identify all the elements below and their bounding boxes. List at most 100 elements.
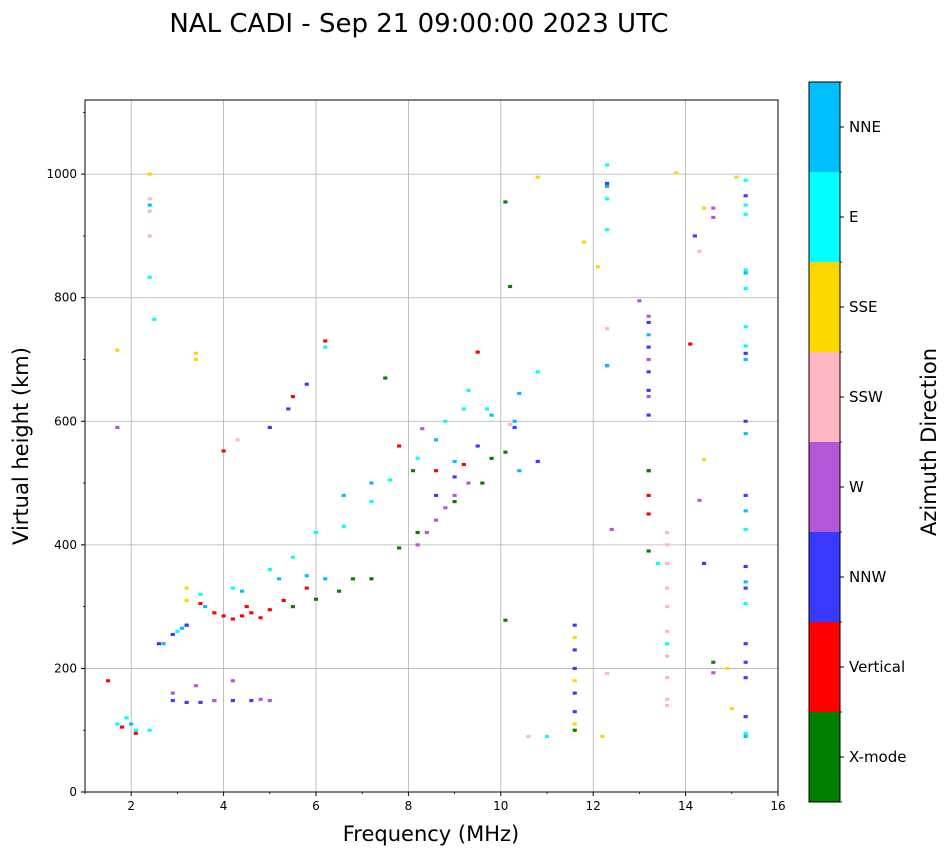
data-point-nnw xyxy=(198,700,203,704)
data-point-nne xyxy=(743,734,748,738)
data-point-e xyxy=(461,407,466,411)
y-tick-label: 200 xyxy=(54,661,77,675)
colorbar-segment xyxy=(809,622,840,712)
data-point-sse xyxy=(702,206,707,210)
data-point-nne xyxy=(512,419,517,423)
data-point-w xyxy=(420,427,425,431)
data-point-ssw xyxy=(665,654,670,658)
data-point-w xyxy=(267,699,272,703)
data-point-nnw xyxy=(170,632,175,636)
data-point-e xyxy=(743,527,748,531)
data-point-e xyxy=(230,586,235,590)
data-point-nnw xyxy=(743,586,748,590)
data-point-w xyxy=(212,699,217,703)
data-point-nnw xyxy=(230,699,235,703)
data-point-e xyxy=(133,728,138,732)
data-point-x-mode xyxy=(369,577,374,581)
data-point-nne xyxy=(517,391,522,396)
data-point-nne xyxy=(161,642,166,646)
data-point-nne xyxy=(276,577,282,581)
data-point-w xyxy=(170,691,175,695)
data-point-vertical xyxy=(267,608,272,612)
x-tick-label: 8 xyxy=(405,799,413,813)
colorbar-title: Azimuth Direction xyxy=(917,348,941,536)
colorbar-label: E xyxy=(849,208,858,226)
data-point-nne xyxy=(646,333,651,337)
data-point-e xyxy=(665,642,670,646)
data-point-sse xyxy=(184,586,189,590)
colorbar-label: X-mode xyxy=(849,748,906,766)
data-point-nne xyxy=(743,580,748,584)
data-point-e xyxy=(743,286,748,290)
data-point-w xyxy=(609,527,614,531)
colorbar-label: SSE xyxy=(849,298,878,316)
data-point-w xyxy=(193,684,198,688)
data-point-w xyxy=(434,518,439,522)
data-point-nnw xyxy=(304,382,309,386)
data-point-e xyxy=(369,500,374,504)
data-point-nnw xyxy=(475,444,480,448)
data-point-e xyxy=(743,212,748,216)
data-point-x-mode xyxy=(507,285,513,289)
data-point-nne xyxy=(604,364,610,368)
data-point-x-mode xyxy=(410,469,416,473)
data-point-nnw xyxy=(604,181,610,185)
y-tick-label: 800 xyxy=(54,291,77,305)
colorbar: X-mode Vertical NNW W SSW SSE E NNE xyxy=(809,81,906,803)
colorbar-frame xyxy=(808,81,841,803)
data-point-sse xyxy=(734,175,739,179)
x-tick-label: 6 xyxy=(312,799,320,813)
colorbar-segment xyxy=(809,352,840,442)
data-point-sse xyxy=(147,172,152,176)
x-tick-label: 2 xyxy=(127,799,135,813)
data-point-w xyxy=(443,506,448,510)
data-point-sse xyxy=(193,351,198,355)
data-point-e xyxy=(655,561,660,565)
data-point-e xyxy=(743,344,748,348)
x-tick-label: 16 xyxy=(770,799,785,813)
data-point-x-mode xyxy=(313,597,319,601)
chart-title: NAL CADI - Sep 21 09:00:00 2023 UTC xyxy=(169,9,668,39)
data-point-nnw xyxy=(743,493,748,497)
data-point-vertical xyxy=(688,342,693,346)
data-point-nnw xyxy=(743,676,748,680)
data-point-e xyxy=(152,317,157,321)
data-point-e xyxy=(290,555,295,559)
data-point-w xyxy=(466,481,471,485)
data-point-ssw xyxy=(507,422,513,426)
data-point-e xyxy=(743,731,748,735)
data-point-nnw xyxy=(249,699,254,703)
data-point-nne xyxy=(240,589,245,593)
x-tick-label: 4 xyxy=(220,799,228,813)
data-point-vertical xyxy=(461,462,466,467)
data-point-e xyxy=(535,370,540,374)
data-point-e xyxy=(387,478,392,482)
data-point-e xyxy=(341,524,346,528)
data-point-nne xyxy=(129,722,134,726)
data-point-x-mode xyxy=(452,500,457,504)
data-point-e xyxy=(147,728,152,732)
data-point-vertical xyxy=(323,339,328,343)
grid-lines xyxy=(85,100,778,793)
data-point-nnw xyxy=(743,564,748,569)
data-point-nnw xyxy=(692,234,697,238)
data-point-x-mode xyxy=(646,469,651,473)
data-point-x-mode xyxy=(350,577,356,581)
data-point-x-mode xyxy=(397,546,402,550)
x-tick-label: 10 xyxy=(493,799,508,813)
colorbar-label: NNW xyxy=(849,568,886,586)
data-point-nnw xyxy=(646,370,651,374)
data-point-nnw xyxy=(646,320,651,324)
data-point-nnw xyxy=(743,351,748,355)
data-point-e xyxy=(466,388,471,392)
data-point-x-mode xyxy=(337,589,342,593)
data-point-vertical xyxy=(281,598,286,603)
data-point-nne xyxy=(452,459,457,463)
data-point-nne xyxy=(517,469,522,473)
data-point-vertical xyxy=(475,350,480,354)
data-point-sse xyxy=(184,598,189,603)
data-point-x-mode xyxy=(489,456,494,460)
data-point-ssw xyxy=(665,530,670,535)
data-point-ssw xyxy=(665,543,670,547)
data-point-vertical xyxy=(119,725,125,729)
